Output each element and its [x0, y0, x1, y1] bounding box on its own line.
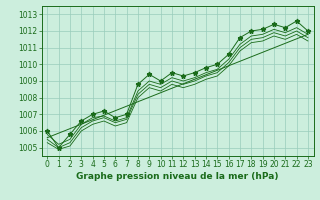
X-axis label: Graphe pression niveau de la mer (hPa): Graphe pression niveau de la mer (hPa) [76, 172, 279, 181]
